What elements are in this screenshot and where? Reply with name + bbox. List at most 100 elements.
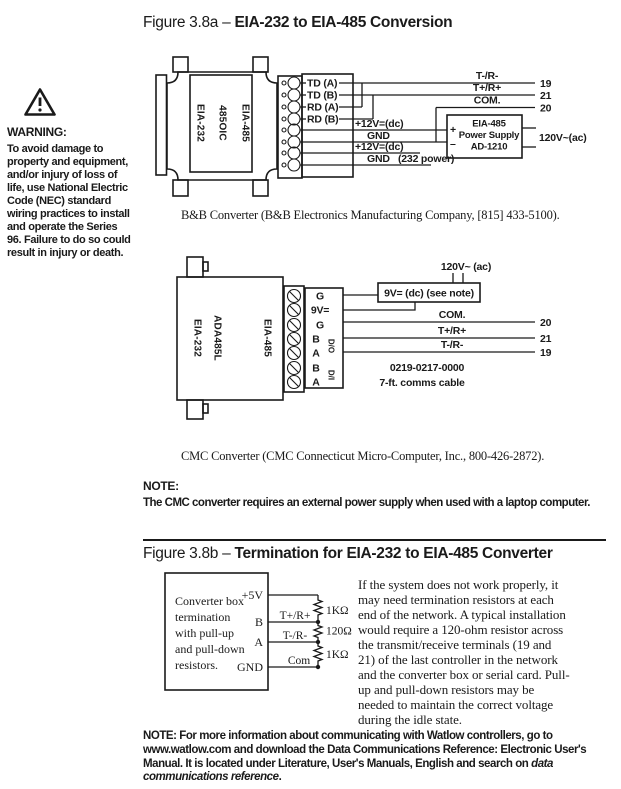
plus-sign: + xyxy=(450,124,456,136)
termination-diagram: Converter box termination with pull-up a… xyxy=(164,572,352,691)
warning-triangle-icon xyxy=(24,88,56,116)
section-divider xyxy=(143,539,606,541)
terminal-label-gnd: GND xyxy=(237,660,263,674)
bb-converter-diagram: EIA-232 485OIC EIA-485 TD (A) TD (B) RD … xyxy=(155,56,587,197)
screw-terminals xyxy=(286,288,302,390)
device-label-eia485: EIA-485 xyxy=(262,319,273,357)
terminal-label: A xyxy=(312,377,320,389)
terminal-label: RD (A) xyxy=(307,102,338,114)
warning-heading: WARNING: xyxy=(7,125,67,139)
wire-9v xyxy=(343,302,416,311)
figure-3-8b-title: Figure 3.8b – Termination for EIA-232 to… xyxy=(143,545,553,563)
warning-block: WARNING: To avoid damage to property and… xyxy=(7,86,157,260)
wire-label-t-minus: T-/R- xyxy=(441,339,464,351)
terminal-label: B xyxy=(312,363,320,375)
bottom-note-line3-italic: data xyxy=(531,757,553,770)
pin-19: 19 xyxy=(540,347,552,359)
converter-termination-box xyxy=(164,572,269,691)
note-text: The CMC converter requires an external p… xyxy=(143,497,591,509)
junction-dot xyxy=(315,664,321,670)
converter-body xyxy=(176,276,284,401)
terminal-strip xyxy=(283,285,305,393)
box-text-line: with pull-up xyxy=(175,626,234,640)
box-text-line: termination xyxy=(175,610,230,624)
junction-dot xyxy=(315,639,321,645)
dc-supply-box xyxy=(377,282,481,303)
resistor-value: 1KΩ xyxy=(326,649,349,661)
wire-label-12v: +12V=(dc) xyxy=(355,118,403,130)
wire-label-com: COM. xyxy=(439,309,466,321)
pin-19: 19 xyxy=(540,78,552,90)
device-label-model: ADA485L xyxy=(212,315,223,361)
cmc-caption: CMC Converter (CMC Connecticut Micro-Com… xyxy=(181,449,545,463)
terminal-label: A xyxy=(312,348,320,360)
terminal-label: B xyxy=(312,334,320,346)
bottom-note-line4: communications reference. xyxy=(143,771,586,785)
resistor-1k-top xyxy=(312,595,324,622)
resistor-value: 120Ω xyxy=(326,626,352,638)
power-supply-box xyxy=(446,114,523,159)
wire-label-t-plus: T+/R+ xyxy=(280,610,311,622)
terminal-label-5v: +5V xyxy=(242,588,264,602)
terminal-circles xyxy=(281,76,301,172)
dc-supply-label: 9V= (dc) (see note) xyxy=(384,288,474,300)
terminal-label: G xyxy=(316,320,324,332)
device-label-model: 485OIC xyxy=(217,105,228,141)
pin-20: 20 xyxy=(540,103,552,115)
top-connector-tab xyxy=(186,256,204,278)
mounting-tab xyxy=(172,179,189,197)
bottom-note: NOTE: For more information about communi… xyxy=(143,730,587,785)
terminal-label: TD (B) xyxy=(307,90,337,102)
terminal-label-box xyxy=(304,287,344,389)
device-label-eia232: EIA-232 xyxy=(192,319,203,357)
wire-label-com: COM. xyxy=(474,95,501,107)
ac-label: 120V~ (ac) xyxy=(441,261,491,273)
converter-label-plate xyxy=(189,74,253,173)
resistor-value: 1KΩ xyxy=(326,605,349,617)
figure-3-8a-title: Figure 3.8a – EIA-232 to EIA-485 Convers… xyxy=(143,14,453,32)
note-heading: NOTE: xyxy=(143,479,179,493)
bb-caption: B&B Converter (B&B Electronics Manufactu… xyxy=(181,208,560,222)
mounting-tab xyxy=(252,56,269,73)
bottom-note-line4-tail: . xyxy=(278,771,282,784)
pair-label-do: D/O xyxy=(327,339,336,353)
wire-label-t-plus: T+/R+ xyxy=(473,82,501,94)
terminal-label: TD (A) xyxy=(307,78,337,90)
converter-left-flange xyxy=(155,74,168,176)
pin-21: 21 xyxy=(540,333,552,345)
top-connector-nub xyxy=(202,261,209,272)
terminal-label-b: B xyxy=(255,615,263,629)
bottom-connector-tab xyxy=(186,399,204,420)
resistor-120 xyxy=(312,622,324,642)
wire-label-com: Com xyxy=(288,655,310,667)
minus-sign: – xyxy=(450,138,456,150)
pin-21: 21 xyxy=(540,90,552,102)
wire-label-12v-2: +12V=(dc) xyxy=(355,141,403,153)
power-supply-line2: Power Supply xyxy=(459,130,520,141)
power-supply-line3: AD-1210 xyxy=(471,142,508,153)
resistor-1k-bottom xyxy=(312,642,324,667)
wire-label-t-plus: T+/R+ xyxy=(438,325,466,337)
wire-label-gnd-2: GND xyxy=(367,153,390,165)
bottom-note-line3-regular: Manual. It is located under Literature, … xyxy=(143,757,532,770)
figure-3-8a-title-text: EIA-232 to EIA-485 Conversion xyxy=(234,14,453,31)
mounting-tab xyxy=(172,56,189,73)
mounting-tab xyxy=(252,179,269,197)
bottom-note-line2: www.watlow.com and download the Data Com… xyxy=(143,743,587,756)
figure-3-8b-title-prefix: Figure 3.8b – xyxy=(143,545,235,562)
box-text-line: resistors. xyxy=(175,658,218,672)
terminal-label-a: A xyxy=(254,635,263,649)
box-text-line: Converter box xyxy=(175,594,244,608)
terminal-label: RD (B) xyxy=(307,114,338,126)
device-label-eia485: EIA-485 xyxy=(240,104,251,142)
wire-label-gnd: GND xyxy=(367,130,390,142)
device-label-eia232: EIA-232 xyxy=(195,104,206,142)
terminal-label: 9V= xyxy=(311,305,329,317)
cmc-converter-diagram: EIA-232 ADA485L EIA-485 G 9V= G B A B A … xyxy=(176,256,552,420)
figure-3-8a-title-prefix: Figure 3.8a – xyxy=(143,14,235,31)
terminal-label: G xyxy=(316,291,324,303)
terminal-label-box xyxy=(301,73,354,178)
pair-label-di: D/I xyxy=(327,370,336,380)
bottom-connector-nub xyxy=(202,403,209,414)
